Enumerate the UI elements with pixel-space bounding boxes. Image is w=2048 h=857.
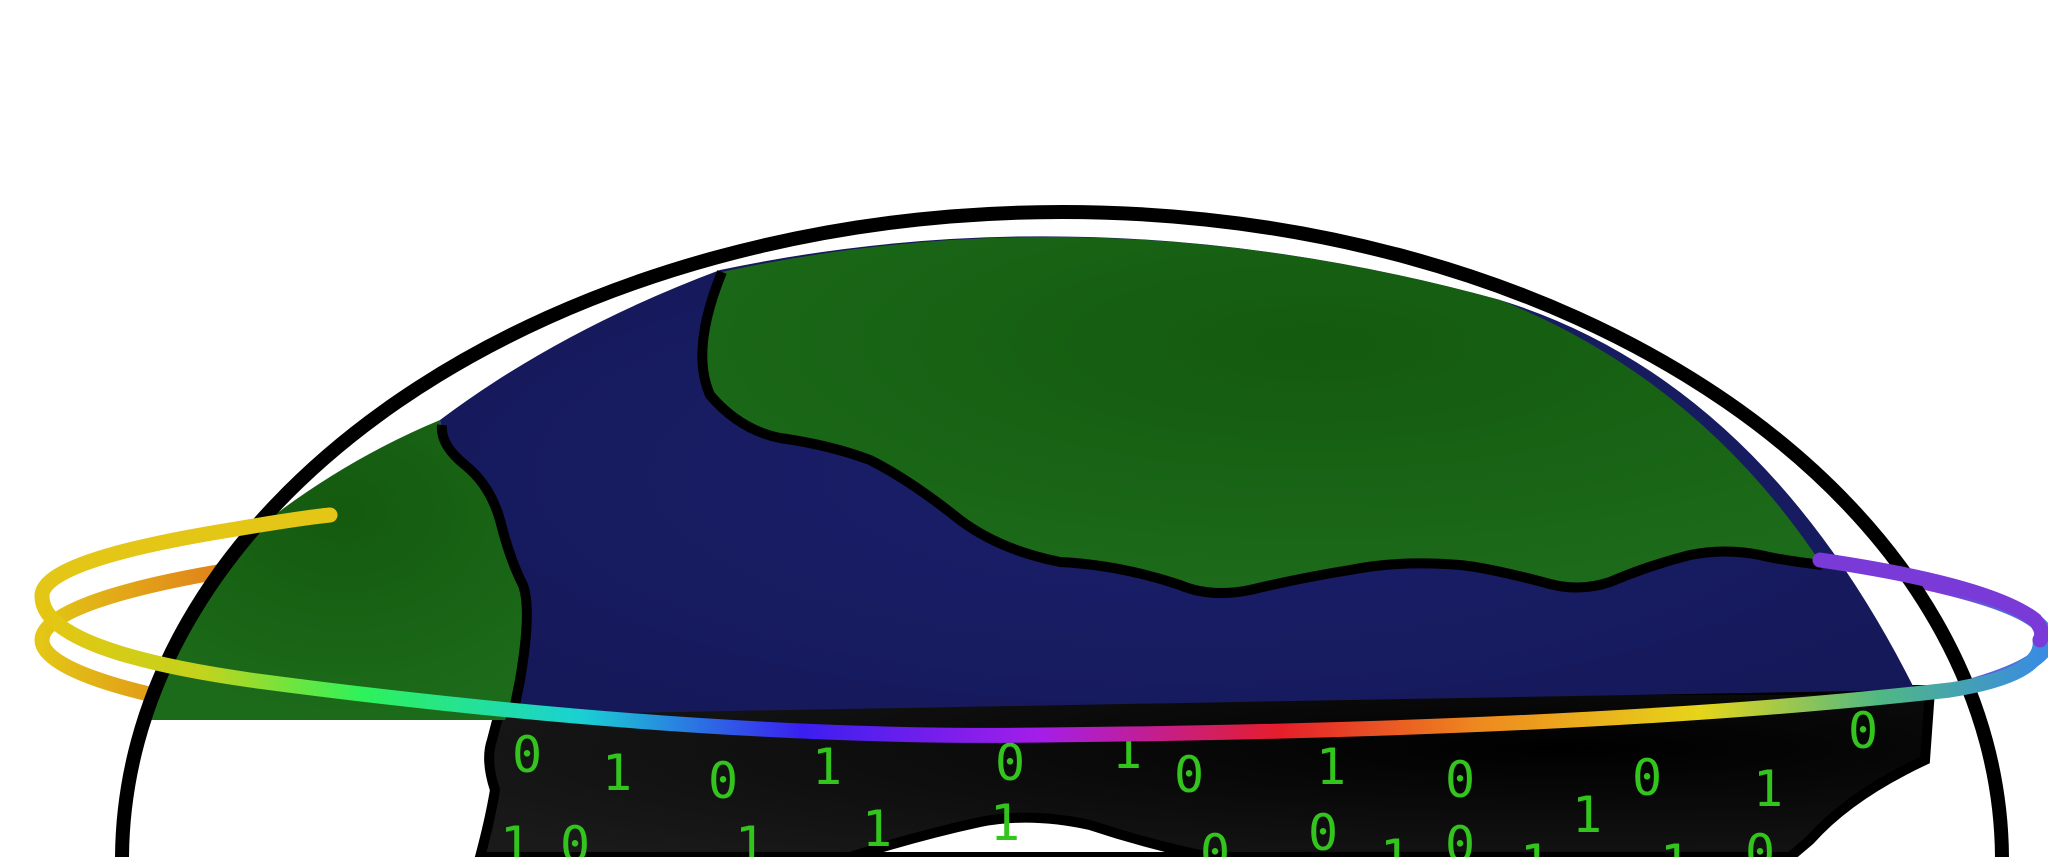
binary-digit: 0 — [708, 752, 738, 810]
binary-digit: 0 — [1445, 751, 1475, 809]
binary-digit: 1 — [602, 744, 632, 802]
binary-digit: 1 — [1316, 738, 1346, 796]
globe-outline — [115, 205, 2009, 857]
binary-digit: 1 — [1753, 760, 1783, 818]
binary-digit: 0 — [995, 734, 1025, 792]
binary-digit: 0 — [1632, 749, 1662, 807]
binary-digit: 0 — [512, 726, 542, 784]
binary-digit: 1 — [1572, 786, 1602, 844]
binary-digit: 0 — [1174, 746, 1204, 804]
binary-digit: 0 — [1848, 702, 1878, 760]
binary-digit: 1 — [1380, 829, 1410, 857]
binary-digit: 1 — [500, 816, 530, 857]
binary-digit: 1 — [735, 816, 765, 857]
continent-west — [122, 420, 527, 720]
binary-digit: 0 — [1200, 824, 1230, 857]
binary-digit: 1 — [1660, 834, 1690, 857]
binary-digit: 0 — [560, 816, 590, 857]
binary-digit: 0 — [1308, 804, 1338, 857]
globe: 0 1 0 1 0 1 0 1 0 0 1 0 0 1 1 0 1 0 1 0 — [122, 212, 2002, 857]
binary-digit: 0 — [1745, 824, 1775, 857]
continent-north — [697, 236, 1822, 594]
binary-digit: 1 — [862, 800, 892, 857]
binary-digit: 0 — [1445, 816, 1475, 857]
binary-digit: 1 — [990, 794, 1020, 852]
binary-digit: 1 — [812, 738, 842, 796]
ring-front — [34, 587, 2048, 743]
binary-digits: 0 1 0 1 0 1 0 1 0 0 1 0 0 1 1 0 1 0 1 0 — [500, 702, 1878, 857]
binary-digit: 1 — [1520, 834, 1550, 857]
